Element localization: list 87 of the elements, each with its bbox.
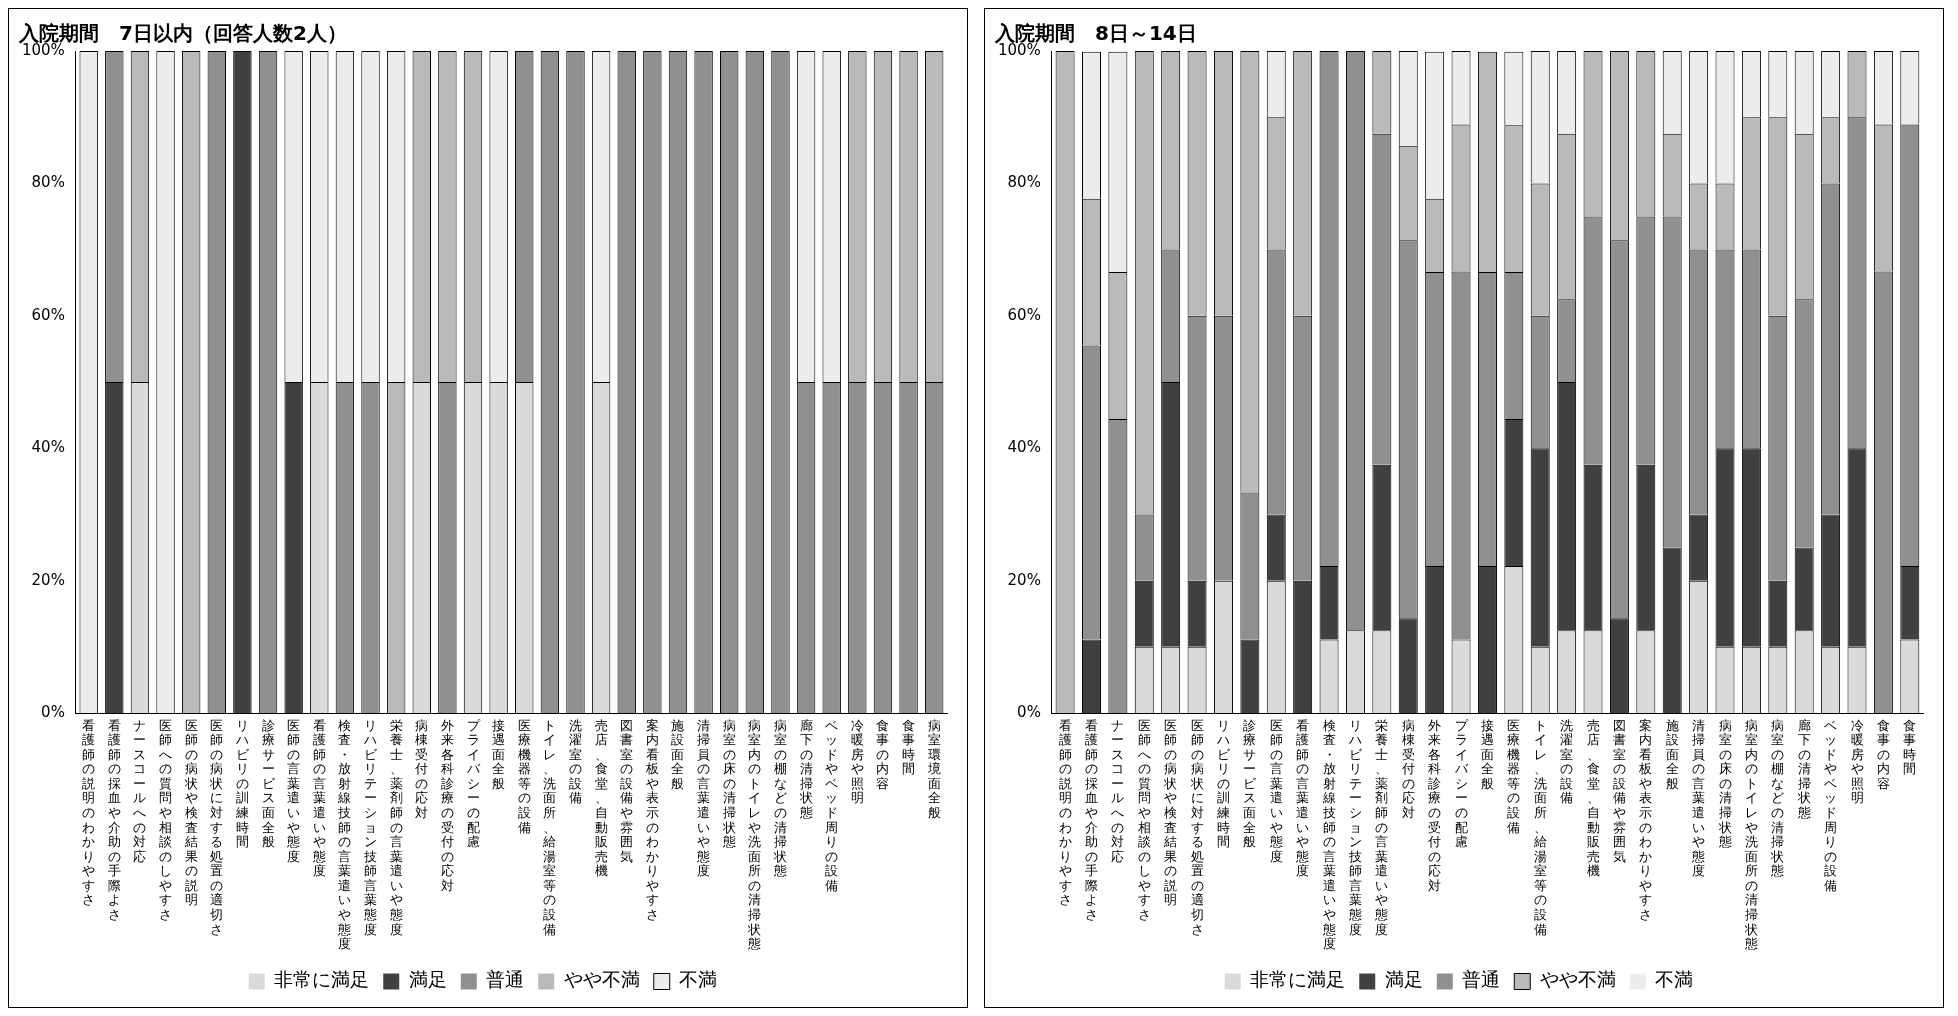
category-label: 看護師の採血や介助の手際よさ [107, 717, 121, 922]
legend-label: 満足 [1384, 968, 1423, 991]
x-tick-label: 食事時間 [902, 717, 916, 777]
category-label: 清掃員の言葉遣いや態度 [1692, 717, 1706, 879]
category-label: 診療サービス面全般 [261, 717, 275, 850]
category-label: プライバシーの配慮 [466, 717, 480, 850]
x-tick-label: 冷暖房や照明 [850, 717, 864, 806]
category-label: 外来各科診療の受付の応対 [440, 717, 454, 893]
category-label: 医師の病状や検査結果の説明 [1164, 717, 1178, 908]
x-tick-label: 施設面全般 [1665, 717, 1679, 791]
x-tick-label: 廊下の清掃状態 [1796, 717, 1811, 821]
category-label: 病室の棚などの清掃状態 [773, 717, 787, 879]
x-tick-label: 病棟受付の応対 [1400, 717, 1415, 821]
category-label: 看護師の言葉遣いや態度 [1296, 717, 1310, 879]
x-tick-label: 接遇面全般 [492, 717, 506, 791]
category-label: リハビリテーション技師言葉態度 [364, 717, 378, 937]
category-label: リハビリの訓練時間 [1216, 717, 1230, 850]
category-label: 医師への質問や相談のしやすさ [159, 717, 173, 922]
category-label: 病室内のトイレや洗面所の清掃状態 [1744, 717, 1758, 952]
category-label: 医師の病状に対する処置の適切さ [1190, 717, 1204, 937]
category-label: 図書室の設備や雰囲気 [1612, 717, 1626, 864]
category-label: 売店、食堂、自動販売機 [594, 717, 608, 879]
category-label: トイレ、洗面所、給湯室等の設備 [543, 717, 557, 937]
x-tick-label: 洗濯室の設備 [568, 717, 582, 806]
category-label: リハビリの訓練時間 [235, 717, 249, 850]
category-label: 看護師の採血や介助の手際よさ [1084, 717, 1098, 922]
category-label: ナースコールへの対応 [133, 717, 147, 864]
category-label: 診療サービス面全般 [1243, 717, 1257, 850]
category-label: 医師への質問や相談のしやすさ [1137, 717, 1151, 922]
category-label: 図書室の設備や雰囲気 [620, 717, 634, 864]
x-tick-label: 接遇面全般 [1480, 717, 1494, 791]
x-tick-label: 洗濯室の設備 [1560, 717, 1574, 806]
y-tick-label: 0% [1017, 702, 1041, 721]
y-tick-label: 0% [41, 702, 65, 721]
legend-label: 不満 [1655, 968, 1694, 991]
category-label: 医師の言葉遣いや態度 [1269, 717, 1283, 864]
category-label: 病室の床の清掃状態 [1718, 717, 1732, 850]
legend-label: やや不満 [563, 968, 640, 991]
category-label: 医師の病状に対する処置の適切さ [210, 717, 224, 937]
legend-label: 非常に満足 [1250, 968, 1346, 991]
y-tick-label: 20% [1007, 570, 1041, 589]
x-tick-label: 食事の内容 [876, 717, 890, 791]
category-label: 病室内のトイレや洗面所の清掃状態 [748, 717, 762, 952]
x-tick-label: 冷暖房や照明 [1850, 717, 1864, 806]
x-tick-label: 医療機器等の設備 [517, 717, 531, 835]
category-label: 病室の棚などの清掃状態 [1771, 717, 1785, 879]
category-label: トイレ、洗面所、給湯室等の設備 [1533, 717, 1547, 937]
x-tick-label: 医療機器等の設備 [1507, 717, 1521, 835]
y-tick-label: 40% [1007, 438, 1041, 457]
category-label: 清掃員の言葉遣いや態度 [697, 717, 711, 879]
category-label: ベッドやベッド周りの設備 [1824, 717, 1838, 893]
legend-label: 普通 [486, 968, 525, 991]
y-tick-label: 60% [1007, 305, 1041, 324]
category-label: 看護師の言葉遣いや態度 [312, 717, 326, 879]
category-label: 看護師の説明のわかりやすさ [82, 717, 96, 908]
y-tick-label: 80% [1007, 173, 1041, 192]
category-label: プライバシーの配慮 [1454, 717, 1468, 850]
y-tick-label: 80% [31, 173, 65, 192]
x-tick-label: 病室環境面全般 [926, 717, 941, 821]
y-tick-label: 60% [31, 305, 65, 324]
category-label: 医師の言葉遣いや態度 [287, 717, 301, 864]
category-label: 栄養士、薬剤師の言葉遣いや態度 [1375, 717, 1389, 937]
category-label: 案内看板や表示のわかりやすさ [645, 717, 659, 922]
category-label: 外来各科診療の受付の応対 [1428, 717, 1442, 893]
category-label: 売店、食堂、自動販売機 [1586, 717, 1600, 879]
legend-label: 不満 [679, 968, 718, 991]
category-label: ベッドやベッド周りの設備 [825, 717, 839, 893]
category-label: 看護師の説明のわかりやすさ [1058, 717, 1072, 908]
x-tick-label: 廊下の清掃状態 [798, 717, 813, 821]
legend-label: 非常に満足 [274, 968, 370, 991]
x-tick-label: 食事の内容 [1876, 717, 1890, 791]
legend-label: 満足 [408, 968, 447, 991]
category-label: 検査・放射線技師の言葉遣いや態度 [1322, 717, 1336, 952]
category-label: 検査・放射線技師の言葉遣いや態度 [338, 717, 352, 952]
category-label: 医師の病状や検査結果の説明 [184, 717, 198, 908]
x-tick-label: 食事時間 [1903, 717, 1917, 777]
category-label: 病室の床の清掃状態 [722, 717, 736, 850]
y-tick-label: 20% [31, 570, 65, 589]
category-label: 案内看板や表示のわかりやすさ [1639, 717, 1653, 922]
x-tick-label: 施設面全般 [671, 717, 685, 791]
category-label: 栄養士、薬剤師の言葉遣いや態度 [389, 717, 403, 937]
legend-label: やや不満 [1539, 968, 1616, 991]
y-tick-label: 40% [31, 438, 65, 457]
category-label: ナースコールへの対応 [1111, 717, 1125, 864]
category-label: リハビリテーション技師言葉態度 [1348, 717, 1362, 937]
legend-label: 普通 [1462, 968, 1501, 991]
x-tick-label: 病棟受付の応対 [414, 717, 429, 821]
